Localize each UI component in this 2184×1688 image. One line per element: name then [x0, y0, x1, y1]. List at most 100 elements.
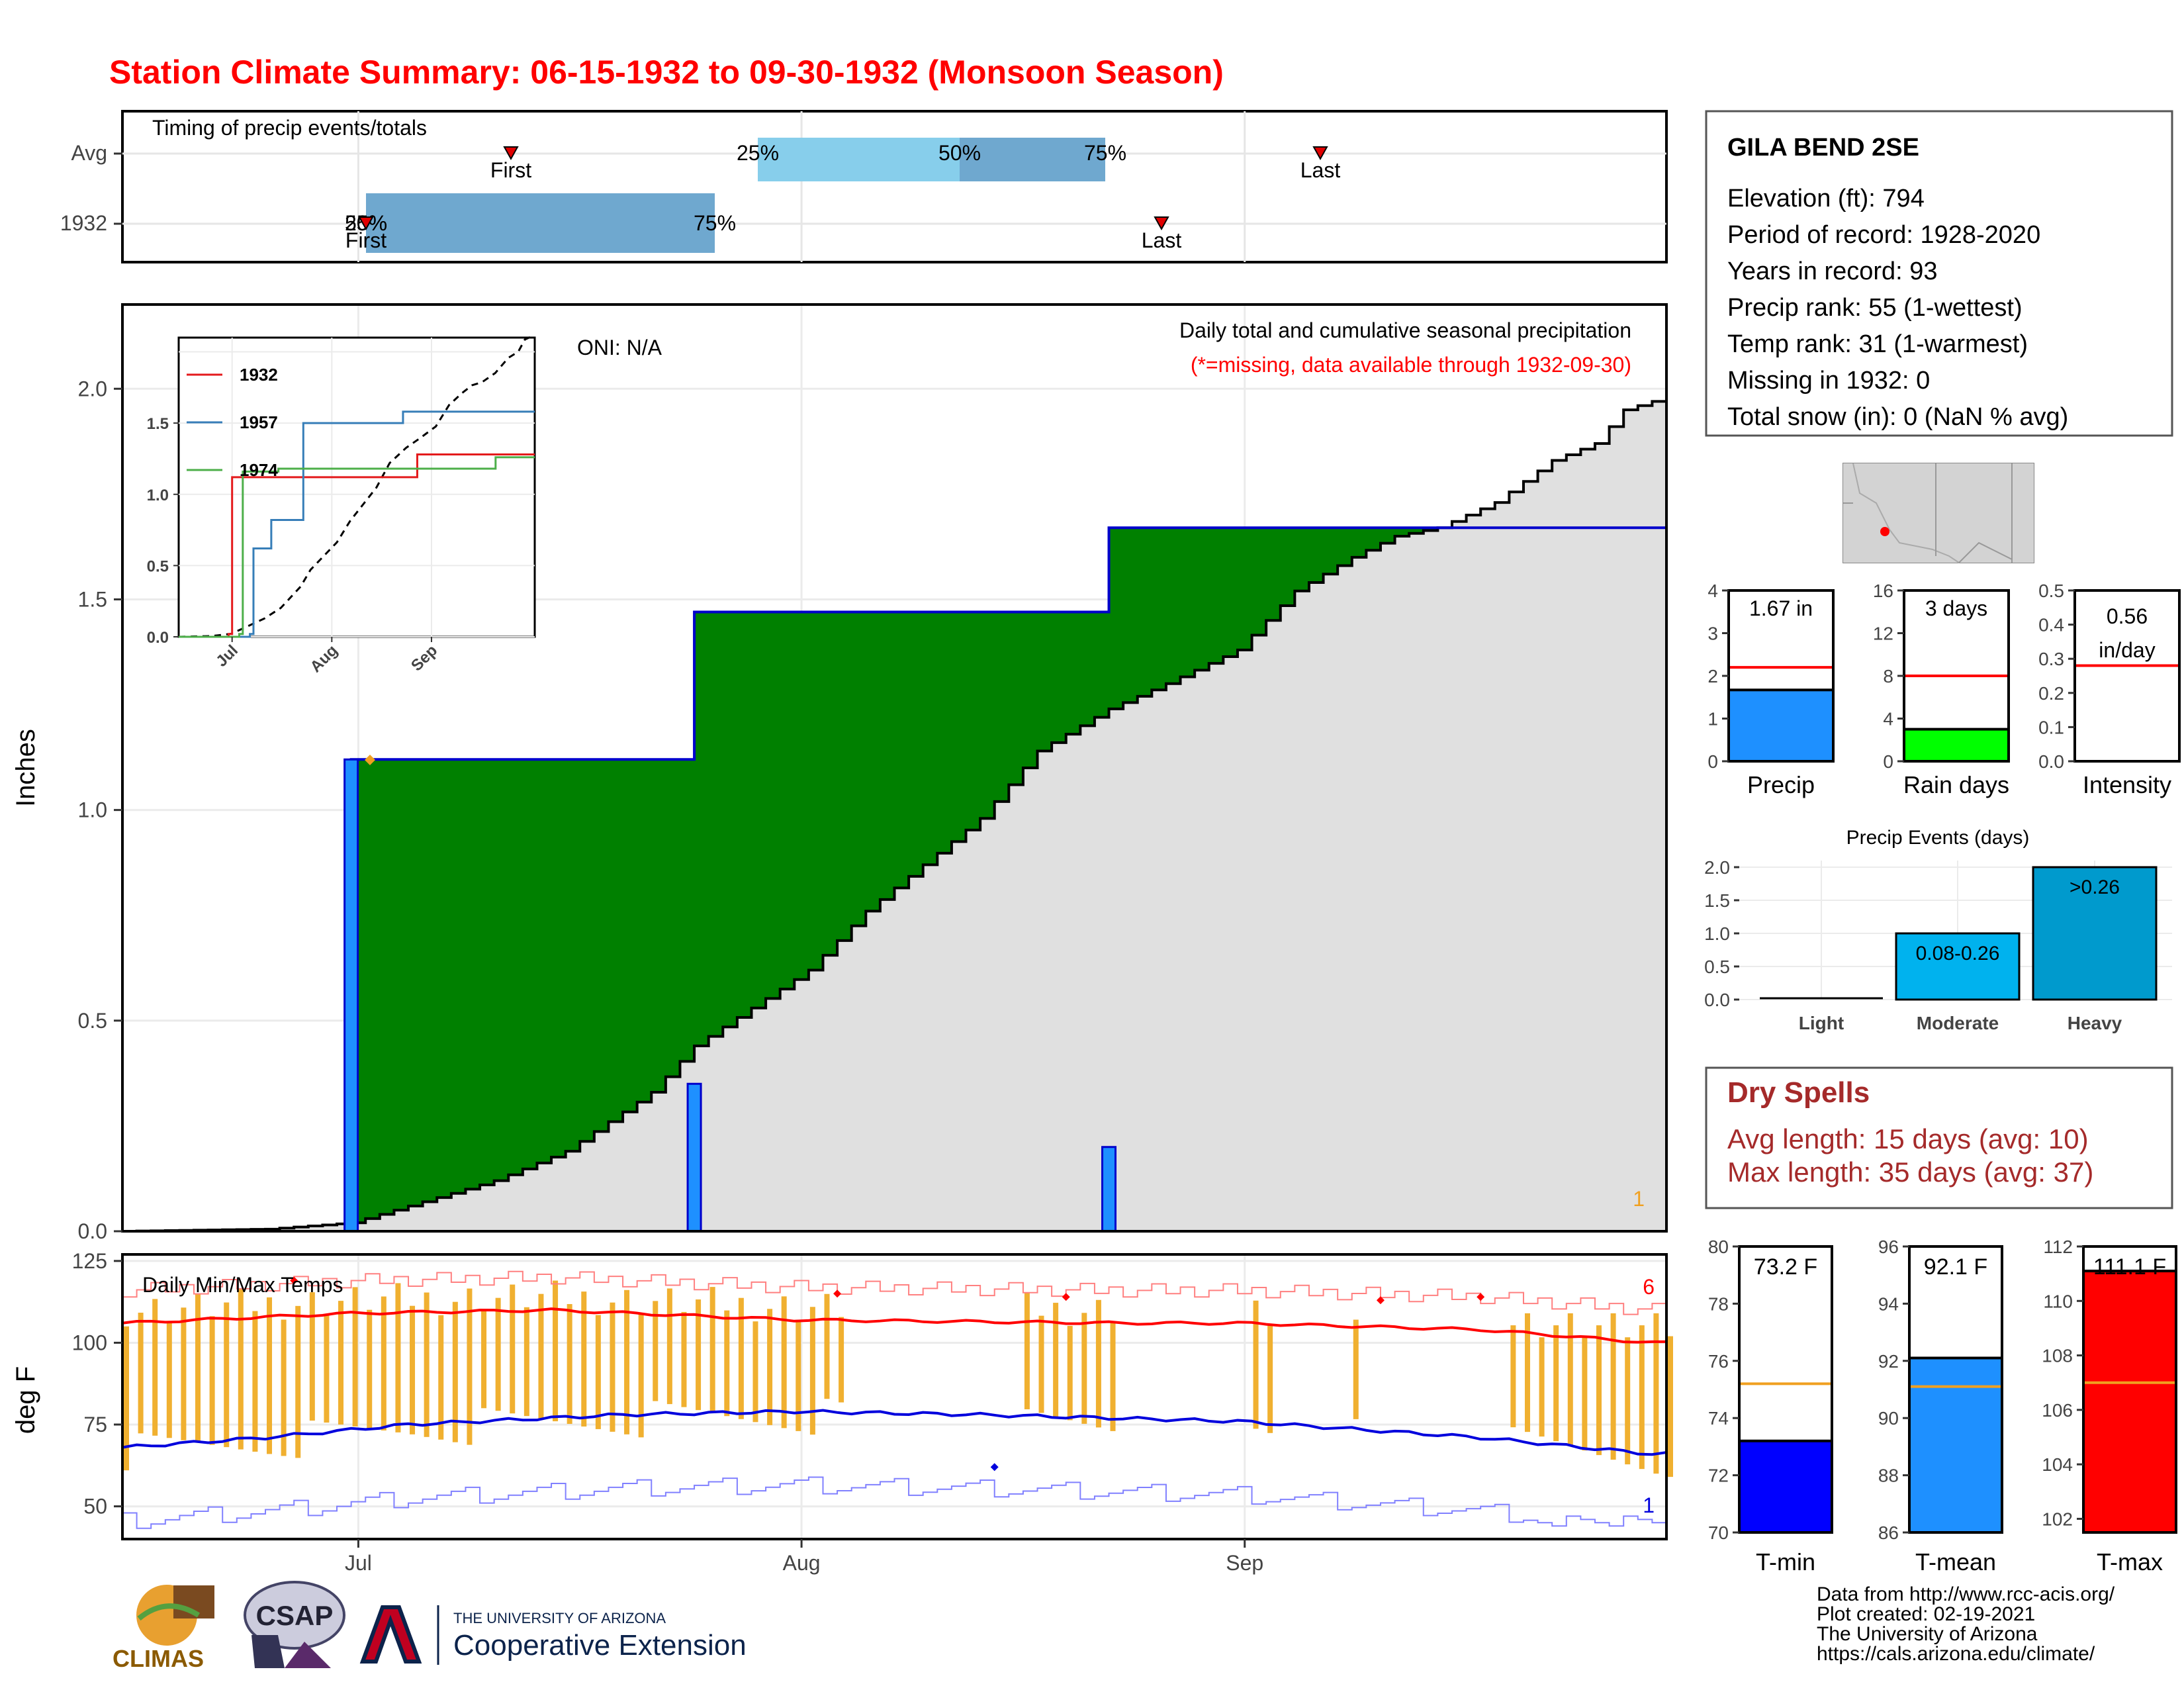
daily-temp-bar	[295, 1305, 301, 1458]
daily-temp-bar	[1053, 1303, 1059, 1417]
daily-temp-bar	[1024, 1292, 1030, 1409]
avg-50-75-bar	[960, 138, 1105, 181]
daily-temp-bar	[452, 1301, 458, 1442]
daily-temp-bar	[523, 1307, 529, 1417]
avg-25-50-bar	[758, 138, 960, 181]
station-name: GILA BEND 2SE	[1727, 134, 1919, 162]
missing-count: 1	[1633, 1187, 1645, 1211]
daily-temp-bar	[796, 1319, 801, 1431]
mini-bar-tick: 0	[1707, 751, 1718, 772]
daily-temp-bar	[781, 1296, 787, 1429]
dry-spells-box: Dry Spells Avg length: 15 days (avg: 10)…	[1705, 1066, 2173, 1209]
daily-temp-bar	[581, 1291, 587, 1427]
mini-bar-tick: 0.1	[2038, 717, 2064, 737]
year-first-marker	[358, 216, 374, 231]
inset-average-line	[178, 335, 535, 638]
temp-bar-tick: 70	[1708, 1523, 1729, 1543]
max-record-count: 6	[1643, 1275, 1655, 1299]
mini-bar-value: 0.56	[2107, 604, 2148, 628]
mini-bar-tick: 0	[1883, 751, 1893, 772]
precip-events-chart: Precip Events (days) Light 0.08-0.26 Moder…	[1704, 827, 2172, 1033]
daily-temp-bar	[324, 1314, 330, 1423]
logos: CLIMAS CSAP THE UNIVERSITY OF ARIZONA Co…	[113, 1581, 747, 1672]
daily-temp-bar	[696, 1299, 702, 1411]
daily-temp-bar	[709, 1287, 715, 1413]
daily-temp-bar	[824, 1293, 830, 1399]
temp-ytick-label: 50	[83, 1495, 107, 1519]
daily-precip-bar	[1101, 1146, 1117, 1233]
daily-temp-bar	[724, 1310, 730, 1417]
daily-temp-bar	[1081, 1313, 1087, 1424]
daily-temp-bar	[124, 1326, 129, 1471]
inset-line-1974	[179, 456, 535, 638]
temp-bar-tick: 92	[1878, 1351, 1899, 1372]
precip-ytick-label: 0.5	[78, 1009, 107, 1033]
daily-temp-bar	[166, 1321, 172, 1438]
mini-bar-value: 1.67 in	[1749, 596, 1813, 620]
precip-panel: ONI: N/A Daily total and cumulative seas…	[11, 303, 1668, 1243]
credit-line: Plot created: 02-19-2021	[1817, 1603, 2035, 1625]
daily-temp-bar	[1539, 1337, 1545, 1437]
daily-temp-bar	[767, 1309, 773, 1425]
daily-temp-bar	[1353, 1319, 1359, 1419]
daily-temp-bar	[1253, 1300, 1259, 1429]
daily-temp-bar	[1110, 1323, 1116, 1431]
daily-temp-bar	[839, 1317, 844, 1403]
inset-legend-label: 1957	[240, 412, 278, 432]
daily-temp-bar	[438, 1315, 444, 1440]
daily-temp-bar	[467, 1288, 473, 1445]
climas-text: CLIMAS	[113, 1645, 204, 1672]
station-info-line: Total snow (in): 0 (NaN % avg)	[1727, 403, 2068, 431]
daily-temp-bar	[424, 1292, 430, 1437]
temp-bar-tick: 78	[1708, 1293, 1729, 1314]
record-high-marker	[1062, 1293, 1070, 1301]
mini-bar-fill	[1903, 727, 2010, 763]
daily-temp-bar	[495, 1297, 501, 1411]
credit-line: The University of Arizona	[1817, 1623, 2038, 1645]
temp-bar-tick: 88	[1878, 1466, 1899, 1486]
year-last-marker	[1154, 216, 1169, 231]
event-category-label: Heavy	[2068, 1013, 2122, 1033]
daily-temp-bar	[1653, 1313, 1659, 1474]
temp-bar-tick: 108	[2042, 1346, 2073, 1366]
station-info-box: GILA BEND 2SE Elevation (ft): 794 Period …	[1705, 110, 2173, 437]
daily-temp-bar	[1625, 1337, 1631, 1465]
dry-spells-max: Max length: 35 days (avg: 37)	[1727, 1156, 2093, 1188]
mini-bar-rain-days: 0 4 8 12 16 3 days Rain days	[1873, 581, 2010, 798]
average-cumulative-line	[122, 400, 1666, 1233]
events-title: Precip Events (days)	[1846, 827, 2030, 849]
page-title: Station Climate Summary: 06-15-1932 to 0…	[109, 54, 1224, 91]
dry-spells-avg: Avg length: 15 days (avg: 10)	[1727, 1123, 2089, 1154]
daily-temp-bar	[238, 1288, 244, 1450]
mini-bar-label: Rain days	[1903, 771, 2009, 798]
mini-bar-tick: 1	[1707, 709, 1718, 729]
avg-last-label: Last	[1300, 158, 1341, 182]
daily-temp-bar	[224, 1302, 230, 1448]
temp-bar-tick: 76	[1708, 1351, 1729, 1372]
mini-bar-precip: 0 1 2 3 4 1.67 in Precip	[1707, 581, 1835, 798]
mini-bar-tick: 4	[1883, 709, 1893, 729]
record-high-marker	[833, 1289, 842, 1298]
temp-ytick-label: 125	[72, 1249, 107, 1273]
temp-bar-value: 111.1 F	[2093, 1254, 2166, 1280]
daily-temp-bar	[195, 1293, 201, 1443]
daily-temp-bar	[624, 1289, 630, 1434]
row-label-year: 1932	[60, 211, 107, 235]
event-ytick-label: 1.5	[1704, 890, 1730, 911]
temp-bar-tick: 80	[1708, 1237, 1729, 1257]
station-info-line: Period of record: 1928-2020	[1727, 221, 2040, 249]
record-high-marker	[1376, 1296, 1385, 1305]
temp-bar-t-min: 70 72 74 76 78 80 73.2 F T-min	[1708, 1237, 1833, 1575]
mini-bar-label: Intensity	[2083, 771, 2171, 798]
temp-bar-tick: 72	[1708, 1466, 1729, 1486]
mini-bar-tick: 12	[1873, 624, 1893, 644]
mini-bar-value: 3 days	[1925, 596, 1987, 620]
temp-bar-tick: 74	[1708, 1408, 1729, 1429]
mini-bar-tick: 0.0	[2038, 751, 2064, 772]
mini-bar-label: Precip	[1747, 771, 1815, 798]
year-first-label: First	[345, 228, 387, 252]
station-info-line: Precip rank: 55 (1-wettest)	[1727, 294, 2023, 322]
precip-ytick-label: 2.0	[78, 377, 107, 400]
temp-title: Daily Min/Max Temps	[142, 1273, 343, 1297]
